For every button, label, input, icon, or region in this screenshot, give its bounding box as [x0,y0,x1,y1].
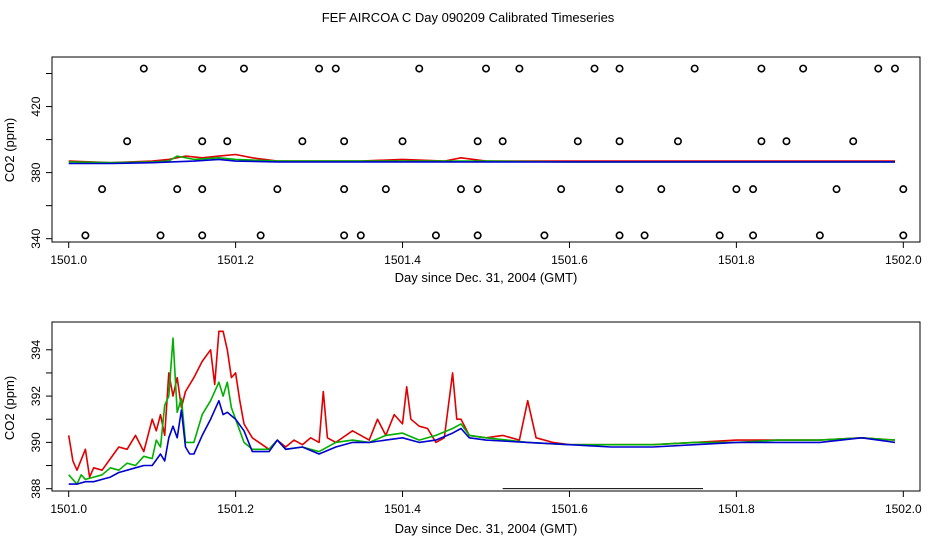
x-tick-label-top: 1501.4 [384,253,421,267]
data-point-marker [615,231,624,240]
x-tick-label-top: 1502.0 [885,253,922,267]
data-point-marker [673,137,682,146]
data-point-marker [849,137,858,146]
data-point-marker [173,185,182,194]
data-point-marker [415,64,424,73]
axis-ticks-bottom: 1501.0 1501.2 1501.4 1501.6 1501.8 1502.0 388 3… [29,339,922,516]
x-tick-label-bottom: 1501.2 [217,502,254,516]
data-point-marker [456,185,465,194]
data-point-marker [431,231,440,240]
series-line-red [67,330,896,478]
data-point-marker [298,137,307,146]
data-point-marker [139,64,148,73]
page-title: FEF AIRCOA C Day 090209 Calibrated Times… [322,10,615,25]
data-point-marker [757,64,766,73]
x-tick-label-bottom: 1502.0 [885,502,922,516]
plot-frame-bottom [51,321,921,492]
series-line-green [68,337,896,485]
data-point-marker [239,64,248,73]
x-tick-label-bottom: 1501.6 [551,502,588,516]
chart-top: 1501.0 1501.2 1501.4 1501.6 1501.8 1502.0 340 3… [2,56,922,285]
data-point-marker [81,231,90,240]
axis-ticks-top: 1501.0 1501.2 1501.4 1501.6 1501.8 1502.0 340 3… [29,73,922,267]
data-point-marker [874,64,883,73]
data-point-marker [749,231,758,240]
data-point-marker [98,185,107,194]
scatter-markers-top [81,64,908,240]
data-point-marker [273,185,282,194]
data-point-marker [498,137,507,146]
y-tick-label-bottom: 390 [29,432,43,452]
plot-frame-top [51,56,921,243]
series-lines-bottom [67,330,896,485]
data-point-marker [640,231,649,240]
y-axis-label-bottom: CO2 (ppm) [2,376,17,440]
x-axis-label-bottom: Day since Dec. 31, 2004 (GMT) [395,521,578,536]
data-point-marker [557,185,566,194]
data-point-marker [156,231,165,240]
y-tick-label-top: 420 [29,96,43,116]
data-point-marker [198,137,207,146]
x-tick-label-top: 1501.6 [551,253,588,267]
data-point-marker [381,185,390,194]
data-point-marker [198,64,207,73]
data-point-marker [657,185,666,194]
data-point-marker [123,137,132,146]
data-point-marker [515,64,524,73]
data-point-marker [473,185,482,194]
data-point-marker [832,185,841,194]
data-point-marker [315,64,324,73]
data-point-marker [615,185,624,194]
y-tick-label-top: 340 [29,228,43,248]
data-point-marker [331,64,340,73]
data-point-marker [198,185,207,194]
series-line-blue [68,399,896,485]
data-point-marker [757,137,766,146]
data-point-marker [198,231,207,240]
data-point-marker [690,64,699,73]
data-point-marker [890,64,899,73]
data-point-marker [481,64,490,73]
data-point-marker [799,64,808,73]
data-point-marker [340,231,349,240]
y-tick-label-bottom: 388 [29,478,43,498]
data-point-marker [732,185,741,194]
data-point-marker [256,231,265,240]
data-point-marker [590,64,599,73]
x-axis-label-top: Day since Dec. 31, 2004 (GMT) [395,270,578,285]
y-tick-label-top: 380 [29,162,43,182]
x-tick-label-top: 1501.8 [718,253,755,267]
x-tick-label-bottom: 1501.4 [384,502,421,516]
data-point-marker [398,137,407,146]
data-point-marker [340,137,349,146]
data-point-marker [782,137,791,146]
x-tick-label-top: 1501.0 [50,253,87,267]
data-point-marker [615,64,624,73]
y-tick-label-bottom: 394 [29,339,43,359]
series-line-blue [68,158,895,165]
chart-bottom: 1501.0 1501.2 1501.4 1501.6 1501.8 1502.0 388 3… [2,321,922,536]
data-point-marker [715,231,724,240]
y-tick-label-bottom: 392 [29,386,43,406]
data-point-marker [899,185,908,194]
data-point-marker [899,231,908,240]
data-point-marker [815,231,824,240]
data-point-marker [356,231,365,240]
y-axis-label-top: CO2 (ppm) [2,118,17,182]
series-lines-top [68,153,895,165]
data-point-marker [749,185,758,194]
data-point-marker [473,137,482,146]
x-tick-label-bottom: 1501.0 [50,502,87,516]
data-point-marker [615,137,624,146]
data-point-marker [223,137,232,146]
x-tick-label-bottom: 1501.8 [718,502,755,516]
x-tick-label-top: 1501.2 [217,253,254,267]
data-point-marker [340,185,349,194]
data-point-marker [573,137,582,146]
data-point-marker [540,231,549,240]
data-point-marker [473,231,482,240]
